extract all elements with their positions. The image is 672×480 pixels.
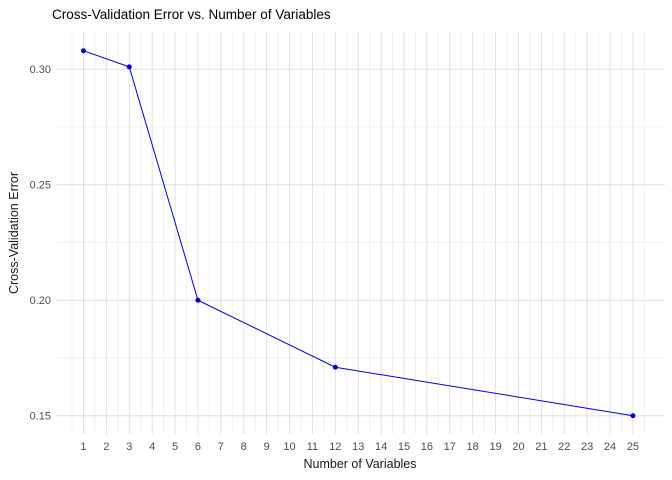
cv-error-point: [630, 413, 636, 419]
x-tick-label: 16: [421, 441, 433, 453]
x-tick-label: 8: [241, 441, 247, 453]
x-tick-label: 18: [467, 441, 479, 453]
x-tick-label: 15: [398, 441, 410, 453]
x-tick-label: 12: [329, 441, 341, 453]
x-tick-label: 20: [512, 441, 524, 453]
x-tick-label: 10: [283, 441, 295, 453]
x-tick-label: 14: [375, 441, 387, 453]
x-tick-label: 1: [80, 441, 86, 453]
x-tick-label: 21: [535, 441, 547, 453]
x-tick-label: 7: [218, 441, 224, 453]
x-tick-label: 13: [352, 441, 364, 453]
x-tick-label: 2: [103, 441, 109, 453]
cv-error-point: [332, 364, 338, 370]
x-tick-label: 5: [172, 441, 178, 453]
x-tick-label: 22: [558, 441, 570, 453]
cv-error-point: [126, 64, 132, 70]
y-tick-label: 0.20: [30, 295, 51, 307]
x-axis-title: Number of Variables: [303, 457, 417, 471]
y-tick-label: 0.25: [30, 180, 51, 192]
x-tick-label: 17: [444, 441, 456, 453]
cv-error-point: [80, 48, 86, 54]
x-tick-label: 6: [195, 441, 201, 453]
x-tick-label: 4: [149, 441, 155, 453]
x-tick-label: 19: [489, 441, 501, 453]
y-tick-label: 0.30: [30, 64, 51, 76]
x-tick-label: 3: [126, 441, 132, 453]
x-tick-label: 11: [307, 441, 318, 453]
chart-title: Cross-Validation Error vs. Number of Var…: [52, 7, 331, 22]
x-tick-label: 23: [581, 441, 593, 453]
cv-error-point: [195, 297, 201, 303]
y-tick-label: 0.15: [30, 411, 51, 423]
x-tick-label: 24: [604, 441, 616, 453]
x-tick-label: 9: [264, 441, 270, 453]
x-tick-label: 25: [627, 441, 639, 453]
